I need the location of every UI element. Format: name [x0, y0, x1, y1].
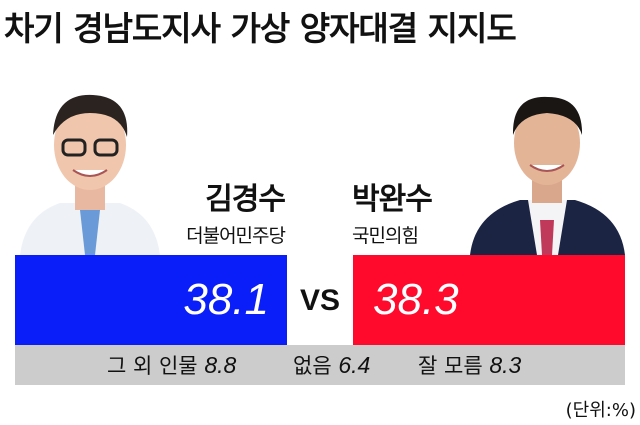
dont-know-label: 잘 모름	[418, 354, 483, 378]
candidate-photo-kim	[20, 94, 160, 255]
dont-know-item: 잘 모름 8.3	[418, 345, 521, 386]
dont-know-value: 8.3	[489, 352, 522, 378]
candidate-name-park: 박완수	[352, 182, 433, 217]
bar-kim: 38.1	[15, 255, 287, 345]
others-bar: 그 외 인물 8.8 없음 6.4 잘 모름 8.3	[15, 345, 625, 385]
candidate-photo-park	[470, 96, 625, 255]
candidate-party-kim: 더불어민주당	[186, 225, 286, 247]
vs-label: VS	[299, 284, 341, 317]
data-label-park: 38.3	[373, 275, 459, 324]
data-label-kim: 38.1	[183, 275, 269, 324]
others-label: 그 외 인물	[107, 354, 198, 378]
others-item: 그 외 인물 8.8	[107, 345, 236, 386]
none-label: 없음	[293, 354, 332, 378]
others-value: 8.8	[204, 352, 237, 378]
candidate-party-park: 국민의힘	[352, 225, 419, 247]
none-value: 6.4	[338, 352, 371, 378]
none-item: 없음 6.4	[293, 345, 370, 386]
chart-title: 차기 경남도지사 가상 양자대결 지지도	[4, 9, 517, 48]
unit-label: (단위:%)	[565, 400, 636, 421]
bar-park: 38.3	[353, 255, 625, 345]
candidate-name-kim: 김경수	[205, 182, 286, 217]
